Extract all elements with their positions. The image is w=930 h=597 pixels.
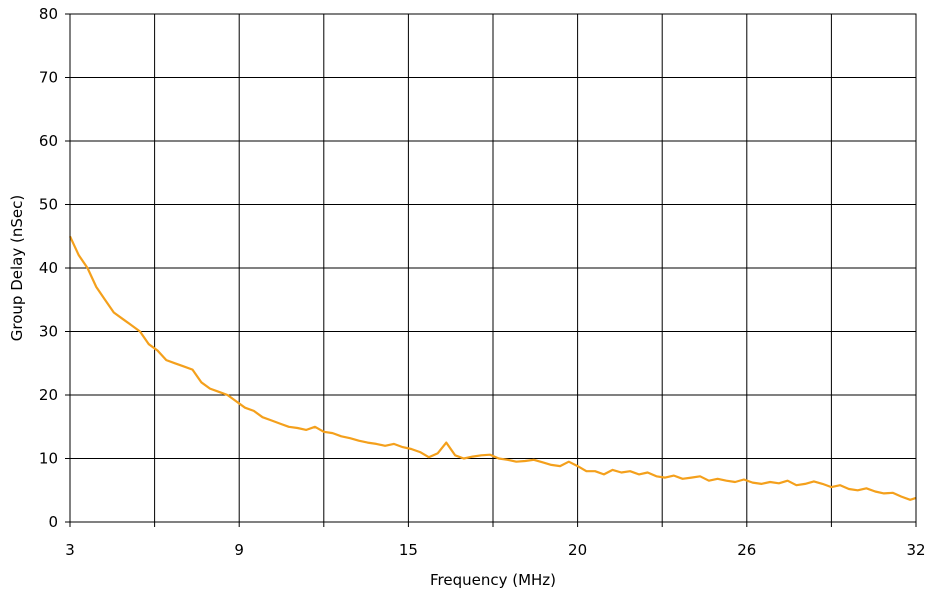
tick-labels: 0 10 20 30 40 50 60 70 80 3 9 15 20 26 32 <box>39 5 926 559</box>
series-layer <box>69 235 917 501</box>
x-tick-label: 26 <box>737 541 756 559</box>
plot-frame <box>69 13 917 523</box>
grid <box>65 13 917 527</box>
x-tick-label: 15 <box>399 541 418 559</box>
y-tick-label: 80 <box>39 5 58 23</box>
x-axis-label: Frequency (MHz) <box>430 571 556 589</box>
y-tick-label: 30 <box>39 323 58 341</box>
y-axis-label: Group Delay (nSec) <box>8 195 26 341</box>
x-tick-label: 3 <box>65 541 75 559</box>
y-tick-label: 10 <box>39 450 58 468</box>
y-tick-label: 20 <box>39 386 58 404</box>
y-tick-label: 70 <box>39 69 58 87</box>
x-tick-label: 32 <box>906 541 925 559</box>
x-tick-label: 9 <box>234 541 244 559</box>
y-tick-label: 60 <box>39 132 58 150</box>
y-tick-label: 40 <box>39 259 58 277</box>
y-tick-label: 50 <box>39 196 58 214</box>
series-line-0 <box>69 235 917 501</box>
x-tick-label: 20 <box>568 541 587 559</box>
y-tick-label: 0 <box>48 513 58 531</box>
